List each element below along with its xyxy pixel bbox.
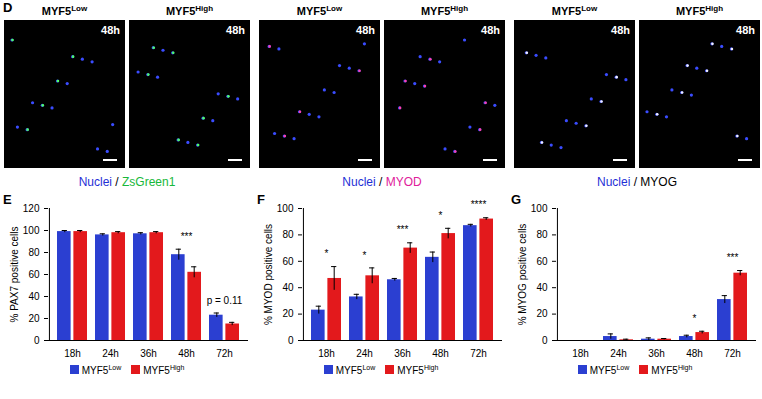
svg-text:0: 0 (288, 335, 294, 346)
html-text:E: E (3, 192, 12, 207)
svg-text:48h: 48h (356, 24, 375, 36)
svg-text:0: 0 (34, 335, 40, 346)
svg-text:20: 20 (28, 313, 40, 324)
svg-text:MYF5Low: MYF5Low (42, 4, 88, 17)
svg-text:36h: 36h (394, 348, 411, 359)
html-text:G: G (511, 192, 522, 207)
svg-text:****: **** (471, 199, 487, 210)
svg-text:% PAX7 positive cells: % PAX7 positive cells (9, 227, 20, 323)
svg-text:60: 60 (536, 256, 548, 267)
svg-text:80: 80 (28, 247, 40, 258)
svg-text:MYF5High: MYF5High (676, 4, 723, 17)
svg-text:0: 0 (542, 335, 548, 346)
svg-text:36h: 36h (140, 348, 157, 359)
svg-text:100: 100 (23, 225, 40, 236)
html-text:MYF5High: MYF5High (651, 363, 693, 377)
svg-text:20: 20 (282, 308, 294, 319)
svg-text:D: D (3, 0, 12, 15)
svg-text:48h: 48h (178, 348, 195, 359)
svg-text:Nuclei / ZsGreen1: Nuclei / ZsGreen1 (79, 175, 176, 189)
svg-text:48h: 48h (686, 348, 703, 359)
html-text:F: F (257, 192, 265, 207)
svg-text:*: * (439, 210, 443, 221)
svg-text:Nuclei / MYOG: Nuclei / MYOG (597, 175, 677, 189)
svg-text:% MYOD positive cells: % MYOD positive cells (263, 224, 274, 325)
svg-text:*: * (693, 313, 697, 324)
svg-text:***: *** (397, 224, 409, 235)
svg-text:48h: 48h (736, 24, 755, 36)
svg-text:72h: 72h (216, 348, 233, 359)
svg-text:20: 20 (536, 308, 548, 319)
svg-text:MYF5Low: MYF5Low (552, 4, 598, 17)
svg-text:48h: 48h (432, 348, 449, 359)
svg-text:24h: 24h (102, 348, 119, 359)
svg-text:48h: 48h (101, 24, 120, 36)
svg-text:*: * (363, 250, 367, 261)
svg-text:100: 100 (531, 203, 548, 214)
svg-text:18h: 18h (318, 348, 335, 359)
svg-text:36h: 36h (648, 348, 665, 359)
svg-text:48h: 48h (226, 24, 245, 36)
svg-text:18h: 18h (572, 348, 589, 359)
svg-text:p = 0.11: p = 0.11 (207, 295, 243, 306)
svg-text:48h: 48h (611, 24, 630, 36)
svg-text:*: * (325, 248, 329, 259)
html-text:MYF5Low: MYF5Low (335, 363, 376, 377)
svg-text:40: 40 (28, 291, 40, 302)
svg-text:24h: 24h (356, 348, 373, 359)
svg-text:100: 100 (277, 203, 294, 214)
svg-text:72h: 72h (724, 348, 741, 359)
svg-text:Nuclei / MYOD: Nuclei / MYOD (342, 175, 422, 189)
svg-text:MYF5High: MYF5High (166, 4, 213, 17)
svg-text:18h: 18h (64, 348, 81, 359)
svg-text:80: 80 (536, 229, 548, 240)
svg-text:60: 60 (282, 256, 294, 267)
svg-text:120: 120 (23, 203, 40, 214)
html-text:MYF5Low: MYF5Low (81, 363, 122, 377)
svg-text:MYF5Low: MYF5Low (297, 4, 343, 17)
svg-text:40: 40 (536, 282, 548, 293)
svg-text:80: 80 (282, 229, 294, 240)
svg-text:MYF5High: MYF5High (421, 4, 468, 17)
html-text:MYF5High: MYF5High (143, 363, 185, 377)
svg-text:48h: 48h (481, 24, 500, 36)
html-text:MYF5High: MYF5High (397, 363, 439, 377)
html-text:MYF5Low: MYF5Low (589, 363, 630, 377)
svg-text:72h: 72h (470, 348, 487, 359)
svg-text:40: 40 (282, 282, 294, 293)
svg-text:60: 60 (28, 269, 40, 280)
svg-text:% MYOG positive cells: % MYOG positive cells (517, 224, 528, 326)
svg-text:24h: 24h (610, 348, 627, 359)
svg-text:***: *** (181, 231, 193, 242)
svg-text:***: *** (727, 252, 739, 263)
